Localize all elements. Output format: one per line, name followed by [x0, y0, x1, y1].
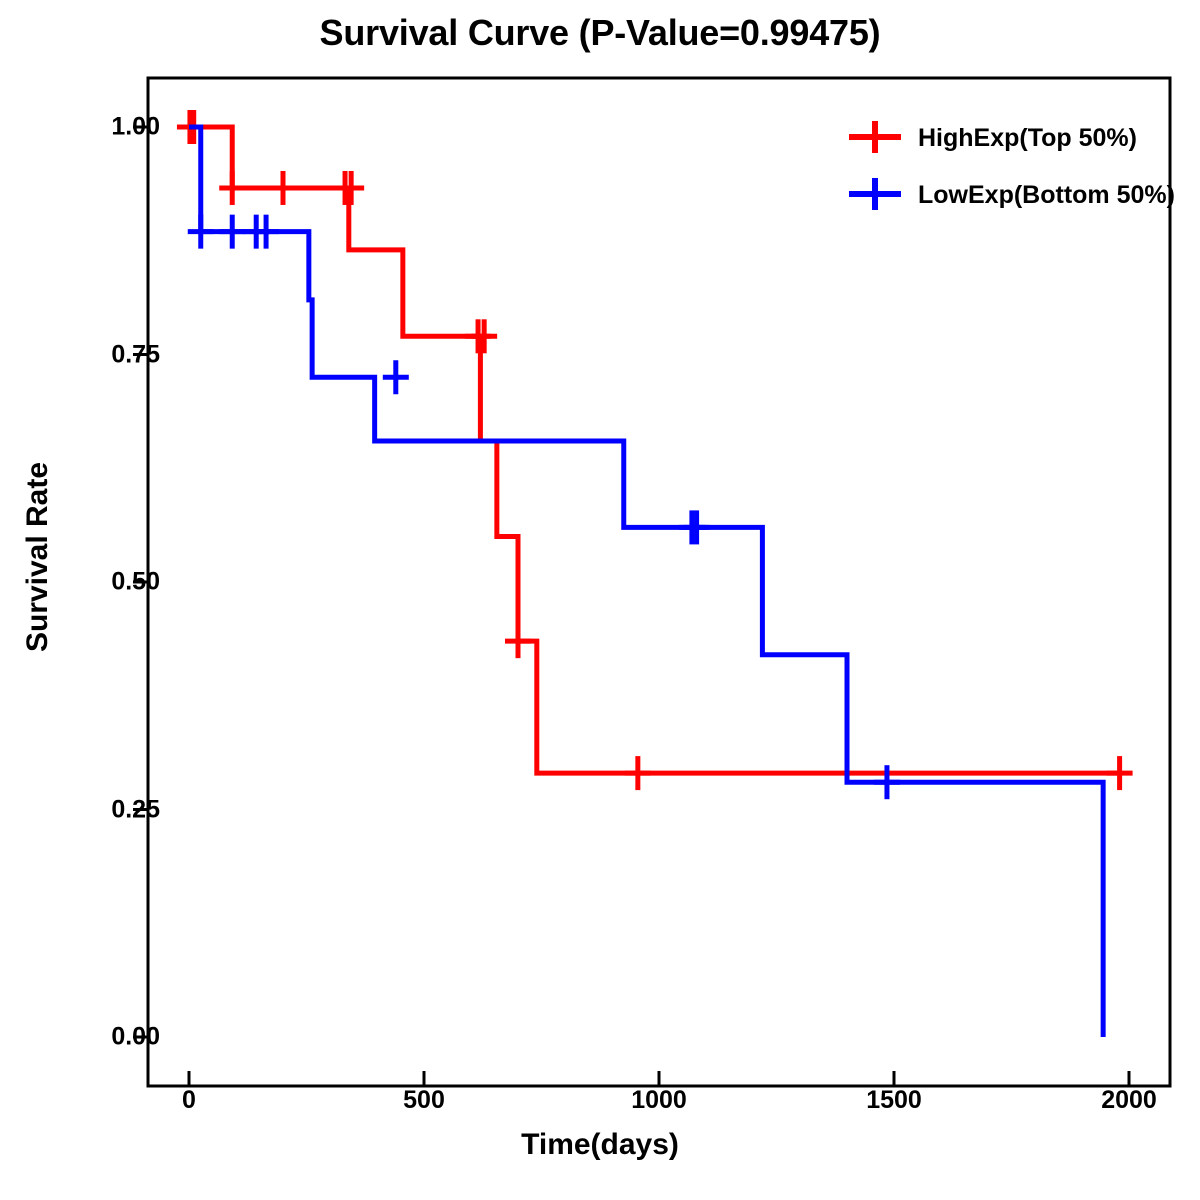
axes-frame [133, 76, 1172, 1088]
page-title: Survival Curve (P-Value=0.99475) [319, 12, 881, 53]
censor-mark [253, 214, 280, 249]
legend-item[interactable]: HighExp(Top 50%) [849, 121, 1137, 153]
x-tick-label: 500 [403, 1086, 445, 1114]
censor-mark [624, 756, 651, 791]
survival-step-line [189, 124, 1120, 776]
legend-label: HighExp(Top 50%) [918, 124, 1137, 152]
legend-label: LowExp(Bottom 50%) [918, 181, 1175, 209]
survival-step-line [189, 124, 1106, 1037]
x-axis-ticks [187, 1071, 1131, 1086]
censor-mark [219, 170, 246, 205]
censor-mark [219, 214, 246, 249]
censor-mark [683, 510, 710, 545]
series-high-exp [176, 110, 1133, 791]
x-tick-label: 1500 [866, 1086, 922, 1114]
censor-mark [270, 170, 296, 205]
x-tick-label: 1000 [631, 1086, 687, 1114]
legend: HighExp(Top 50%) LowExp(Bottom 50%) [849, 121, 1175, 210]
x-tick-label: 2000 [1101, 1086, 1157, 1114]
censor-mark [471, 319, 498, 354]
censor-mark [187, 214, 214, 249]
x-axis-tick-labels: 0 500 1000 1500 2000 [0, 1086, 1200, 1126]
data-series-group [176, 110, 1133, 1037]
censor-mark [873, 765, 900, 800]
censor-mark [338, 170, 365, 205]
censor-mark [382, 360, 409, 395]
censor-mark [1106, 756, 1133, 791]
legend-item[interactable]: LowExp(Bottom 50%) [849, 178, 1175, 210]
y-axis-ticks [133, 125, 148, 1039]
x-axis-label: Time(days) [521, 1128, 679, 1161]
series-low-exp [187, 124, 1106, 1037]
x-tick-label: 0 [182, 1086, 196, 1114]
censor-mark [505, 624, 531, 659]
